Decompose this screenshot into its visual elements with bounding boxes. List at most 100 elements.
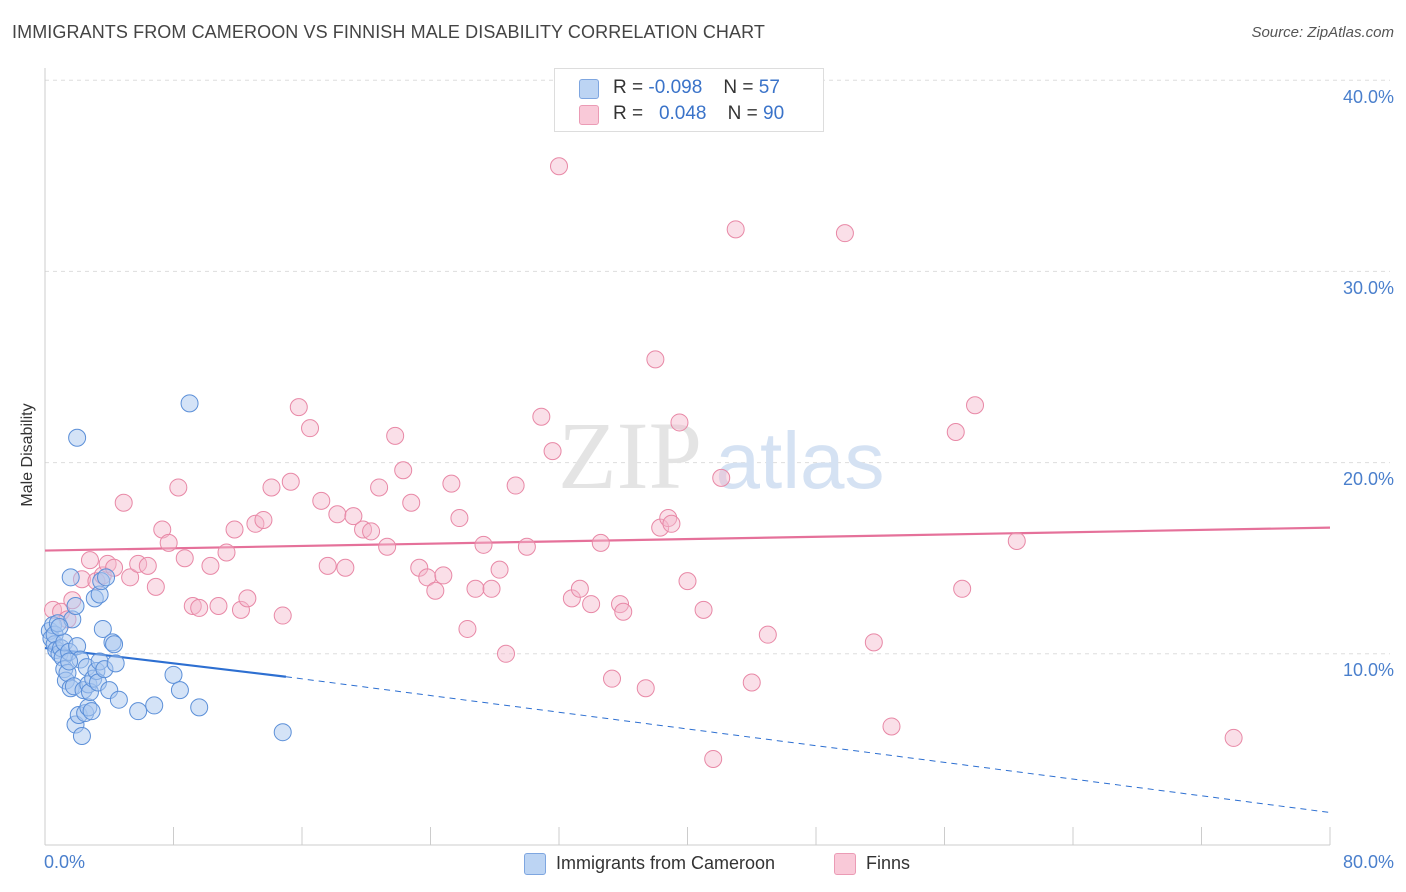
data-point-finns (114, 493, 133, 512)
data-point-finns (726, 220, 745, 239)
data-point-finns (450, 509, 469, 528)
data-point-finns (254, 510, 273, 529)
data-point-finns (953, 579, 972, 598)
data-point-finns (882, 717, 901, 736)
data-point-cameroon (61, 568, 80, 587)
legend-n-value-finns: 90 (763, 103, 785, 124)
data-point-finns (543, 442, 562, 461)
data-point-finns (312, 491, 331, 510)
data-point-finns (378, 537, 397, 556)
data-point-finns (80, 551, 99, 570)
legend-r-label: R = (613, 77, 644, 98)
data-point-finns (289, 398, 308, 417)
data-point-finns (678, 572, 697, 591)
legend-swatch-cameroon (579, 79, 599, 99)
gridlines (45, 79, 1390, 655)
data-point-finns (946, 423, 965, 442)
data-point-finns (402, 493, 421, 512)
bottom-legend-swatch-finns (834, 853, 856, 875)
data-point-finns (217, 543, 236, 562)
data-point-finns (659, 509, 678, 528)
data-point-cameroon (82, 702, 101, 721)
data-point-finns (582, 595, 601, 614)
data-point-finns (458, 619, 477, 638)
y-tick-20: 20.0% (1342, 469, 1394, 489)
data-point-finns (238, 589, 257, 608)
data-point-finns (603, 669, 622, 688)
trend-lines (44, 526, 1331, 813)
data-point-finns (328, 505, 347, 524)
data-point-finns (386, 426, 405, 445)
data-point-finns (532, 407, 551, 426)
bottom-legend-label-cameroon: Immigrants from Cameroon (556, 853, 776, 873)
data-point-finns (482, 579, 501, 598)
y-tick-30: 30.0% (1342, 278, 1394, 298)
data-point-finns (362, 522, 381, 541)
data-point-finns (301, 419, 320, 438)
data-point-cameroon (109, 690, 128, 709)
legend-r-label: R = (613, 103, 644, 124)
data-point-cameroon (72, 727, 91, 746)
data-point-finns (614, 602, 633, 621)
trend-line-finns (44, 526, 1331, 552)
data-point-finns (394, 461, 413, 480)
data-point-cameroon (129, 702, 148, 721)
watermark: ZIP atlas (558, 402, 884, 509)
data-point-finns (138, 556, 157, 575)
data-point-finns (646, 350, 665, 369)
data-point-finns (201, 556, 220, 575)
data-point-cameroon (106, 654, 125, 673)
legend-n-label: N = (727, 103, 758, 124)
legend-r-value-finns: 0.048 (658, 103, 707, 124)
data-point-finns (175, 549, 194, 568)
data-point-finns (496, 644, 515, 663)
data-point-cameroon (60, 652, 79, 671)
data-point-finns (370, 478, 389, 497)
data-point-finns (262, 478, 281, 497)
x-tick-max: 80.0% (1342, 852, 1394, 872)
legend: R = -0.098 N = 57 R = 0.048 N = 90 (554, 68, 824, 132)
data-point-finns (636, 679, 655, 698)
data-point-finns (704, 749, 723, 768)
y-tick-40: 40.0% (1342, 87, 1394, 107)
data-point-cameroon (273, 723, 292, 742)
data-point-finns (591, 533, 610, 552)
chart-title: IMMIGRANTS FROM CAMEROON VS FINNISH MALE… (12, 22, 765, 42)
legend-swatch-finns (579, 105, 599, 125)
data-point-finns (712, 468, 731, 487)
data-point-finns (1224, 728, 1243, 747)
data-point-cameroon (66, 597, 85, 615)
data-point-cameroon (170, 681, 189, 700)
data-point-finns (318, 556, 337, 575)
source-label: Source: ZipAtlas.com (1251, 24, 1394, 41)
data-points (40, 157, 1243, 768)
data-point-finns (662, 514, 681, 533)
data-point-finns (864, 633, 883, 652)
watermark-atlas: atlas (716, 416, 885, 505)
legend-n-value-cameroon: 57 (758, 77, 780, 98)
data-point-cameroon (105, 635, 124, 654)
data-point-finns (121, 568, 140, 587)
legend-r-value-cameroon: -0.098 (648, 77, 703, 98)
data-point-finns (550, 157, 568, 176)
data-point-finns (1007, 531, 1026, 550)
data-point-finns (418, 568, 437, 587)
data-point-cameroon (164, 665, 183, 684)
data-point-finns (344, 507, 363, 526)
x-tick-min: 0.0% (44, 852, 86, 872)
data-point-finns (570, 579, 589, 598)
data-point-finns (336, 558, 355, 577)
data-point-finns (694, 600, 713, 619)
data-point-finns (517, 537, 536, 556)
data-point-finns (506, 476, 525, 495)
data-point-finns (466, 579, 485, 598)
data-point-cameroon (190, 698, 209, 717)
bottom-legend-label-finns: Finns (866, 853, 911, 873)
watermark-zip: ZIP (558, 402, 702, 509)
data-point-finns (670, 413, 689, 432)
data-point-finns (146, 577, 165, 596)
bottom-legend-swatch-cameroon (524, 853, 546, 875)
data-point-finns (273, 606, 292, 625)
data-point-finns (225, 520, 244, 539)
